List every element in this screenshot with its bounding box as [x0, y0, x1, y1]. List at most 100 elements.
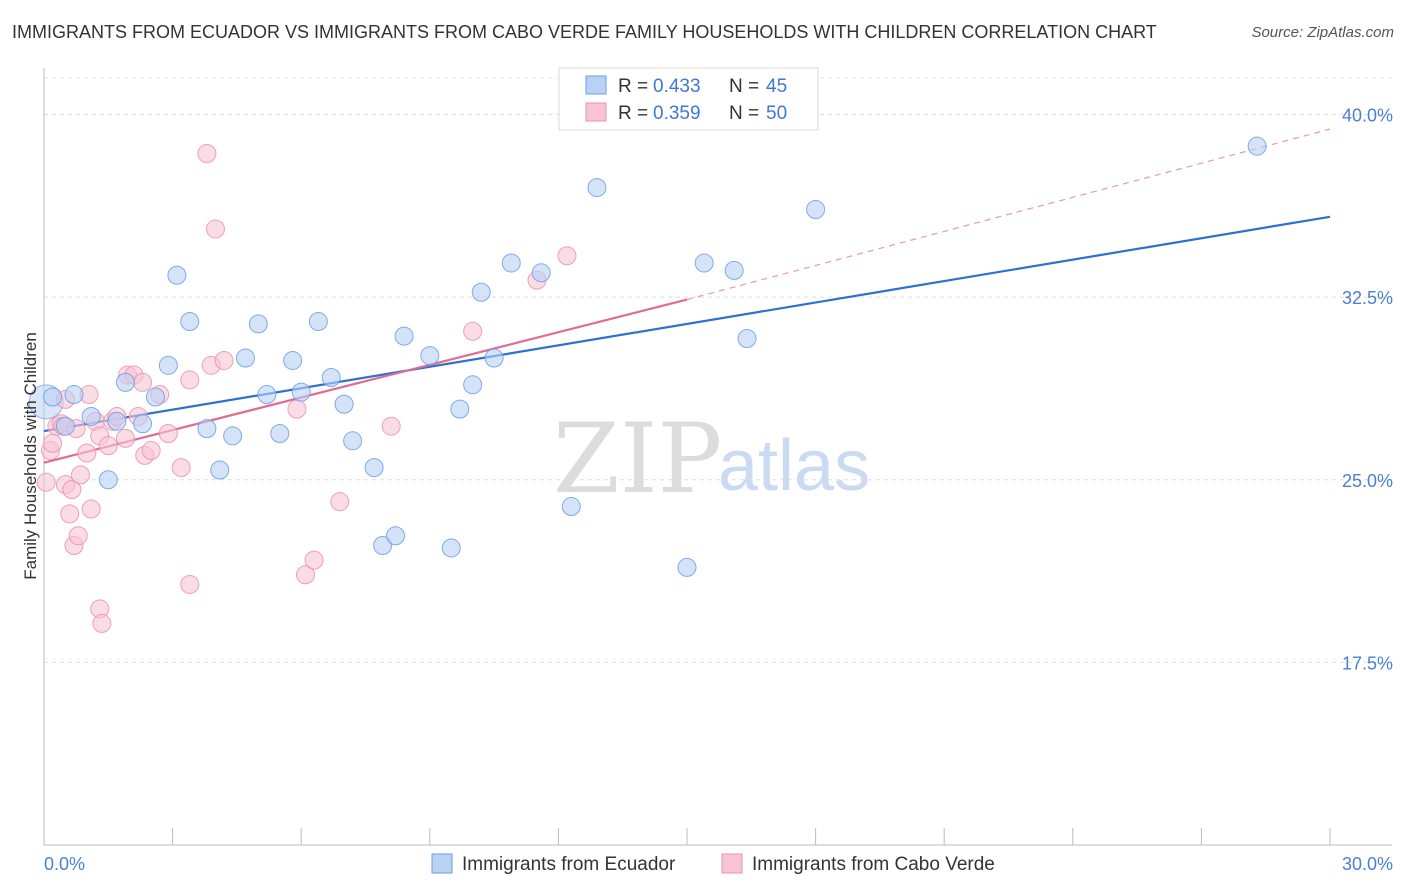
- data-point-caboverde: [287, 399, 307, 419]
- data-point-ecuador: [235, 348, 255, 368]
- data-point-ecuador: [463, 375, 483, 395]
- data-point-caboverde: [43, 433, 63, 453]
- data-point-caboverde: [70, 465, 90, 485]
- data-point-ecuador: [561, 497, 581, 517]
- data-point-caboverde: [98, 436, 118, 456]
- data-point-caboverde: [304, 550, 324, 570]
- bottom-legend-swatch-ecuador: [431, 853, 453, 874]
- data-point-ecuador: [364, 458, 384, 478]
- data-point-ecuador: [1247, 136, 1267, 156]
- data-point-ecuador: [283, 350, 303, 370]
- legend-n-value-1: 45: [766, 76, 787, 97]
- legend-n-label-2: N =: [729, 103, 759, 124]
- data-point-ecuador: [180, 311, 200, 331]
- data-point-ecuador: [694, 253, 714, 273]
- legend-n-value-2: 50: [766, 103, 787, 124]
- data-point-caboverde: [557, 246, 577, 266]
- watermark-atlas: atlas: [718, 426, 870, 506]
- y-tick-label: 40.0%: [1342, 106, 1393, 126]
- data-point-ecuador: [484, 348, 504, 368]
- data-point-ecuador: [248, 314, 268, 334]
- data-point-caboverde: [180, 574, 200, 594]
- data-point-ecuador: [197, 419, 217, 439]
- data-point-ecuador: [158, 355, 178, 375]
- data-point-ecuador: [724, 260, 744, 280]
- data-point-caboverde: [115, 428, 135, 448]
- data-point-ecuador: [450, 399, 470, 419]
- data-point-ecuador: [343, 431, 363, 451]
- data-point-ecuador: [386, 526, 406, 546]
- watermark: ZIP atlas: [553, 403, 870, 515]
- data-point-caboverde: [158, 423, 178, 443]
- data-point-caboverde: [381, 416, 401, 436]
- data-point-ecuador: [501, 253, 521, 273]
- data-point-ecuador: [81, 406, 101, 426]
- legend-swatch-caboverde: [585, 102, 607, 122]
- data-points: [28, 136, 1267, 633]
- legend-swatch-ecuador: [585, 75, 607, 95]
- data-point-ecuador: [257, 385, 277, 405]
- chart-source: Source: ZipAtlas.com: [1251, 24, 1394, 41]
- data-point-caboverde: [60, 504, 80, 524]
- tick-labels: 17.5% 25.0% 32.5% 40.0% 0.0% 30.0%: [44, 106, 1393, 874]
- data-point-caboverde: [77, 443, 97, 463]
- data-point-caboverde: [214, 350, 234, 370]
- bottom-legend-label-ecuador: Immigrants from Ecuador: [462, 854, 676, 875]
- legend-n-label-1: N =: [729, 76, 759, 97]
- trend-line-caboverde-extension: [686, 128, 1331, 301]
- legend-r-label-2: R =: [618, 103, 648, 124]
- data-point-ecuador: [806, 199, 826, 219]
- data-point-ecuador: [587, 178, 607, 198]
- legend-r-value-1: 0.433: [653, 76, 701, 97]
- y-tick-label: 17.5%: [1342, 653, 1393, 673]
- data-point-ecuador: [115, 372, 135, 392]
- data-point-ecuador: [471, 282, 491, 302]
- data-point-caboverde: [92, 613, 112, 633]
- data-point-ecuador: [394, 326, 414, 346]
- data-point-caboverde: [141, 441, 161, 461]
- grid-lines: [44, 77, 1392, 663]
- data-point-caboverde: [180, 370, 200, 390]
- x-tick-label-max: 30.0%: [1342, 854, 1393, 874]
- data-point-caboverde: [463, 321, 483, 341]
- x-tick-label-min: 0.0%: [44, 854, 85, 874]
- legend: R = 0.433 N = 45 R = 0.359 N = 50: [558, 67, 819, 131]
- data-point-caboverde: [133, 372, 153, 392]
- data-point-ecuador: [64, 385, 84, 405]
- legend-r-label-1: R =: [618, 76, 648, 97]
- data-point-ecuador: [107, 411, 127, 431]
- bottom-legend-swatch-caboverde: [721, 853, 743, 874]
- data-point-ecuador: [270, 423, 290, 443]
- data-point-ecuador: [167, 265, 187, 285]
- y-axis-title: Family Households with Children: [21, 332, 40, 580]
- data-point-ecuador: [145, 387, 165, 407]
- trend-line-ecuador: [43, 215, 1331, 433]
- data-point-ecuador: [308, 311, 328, 331]
- data-point-caboverde: [205, 219, 225, 239]
- legend-r-value-2: 0.359: [653, 103, 701, 124]
- data-point-ecuador: [334, 394, 354, 414]
- y-tick-label: 32.5%: [1342, 288, 1393, 308]
- bottom-legend-label-caboverde: Immigrants from Cabo Verde: [752, 854, 995, 875]
- data-point-ecuador: [441, 538, 461, 558]
- data-point-ecuador: [98, 470, 118, 490]
- data-point-caboverde: [36, 472, 56, 492]
- data-point-caboverde: [68, 526, 88, 546]
- data-point-ecuador: [321, 367, 341, 387]
- data-point-ecuador: [210, 460, 230, 480]
- data-point-ecuador: [223, 426, 243, 446]
- data-point-caboverde: [330, 492, 350, 512]
- data-point-ecuador: [531, 263, 551, 283]
- data-point-ecuador: [291, 382, 311, 402]
- data-point-ecuador: [55, 416, 75, 436]
- data-point-ecuador: [737, 329, 757, 349]
- data-point-caboverde: [81, 499, 101, 519]
- data-point-ecuador: [373, 536, 393, 556]
- data-point-caboverde: [62, 480, 82, 500]
- data-point-caboverde: [171, 458, 191, 478]
- data-point-caboverde: [295, 565, 315, 585]
- data-point-ecuador: [43, 387, 63, 407]
- bottom-legend: Immigrants from Ecuador Immigrants from …: [431, 853, 995, 875]
- data-point-caboverde: [197, 143, 217, 163]
